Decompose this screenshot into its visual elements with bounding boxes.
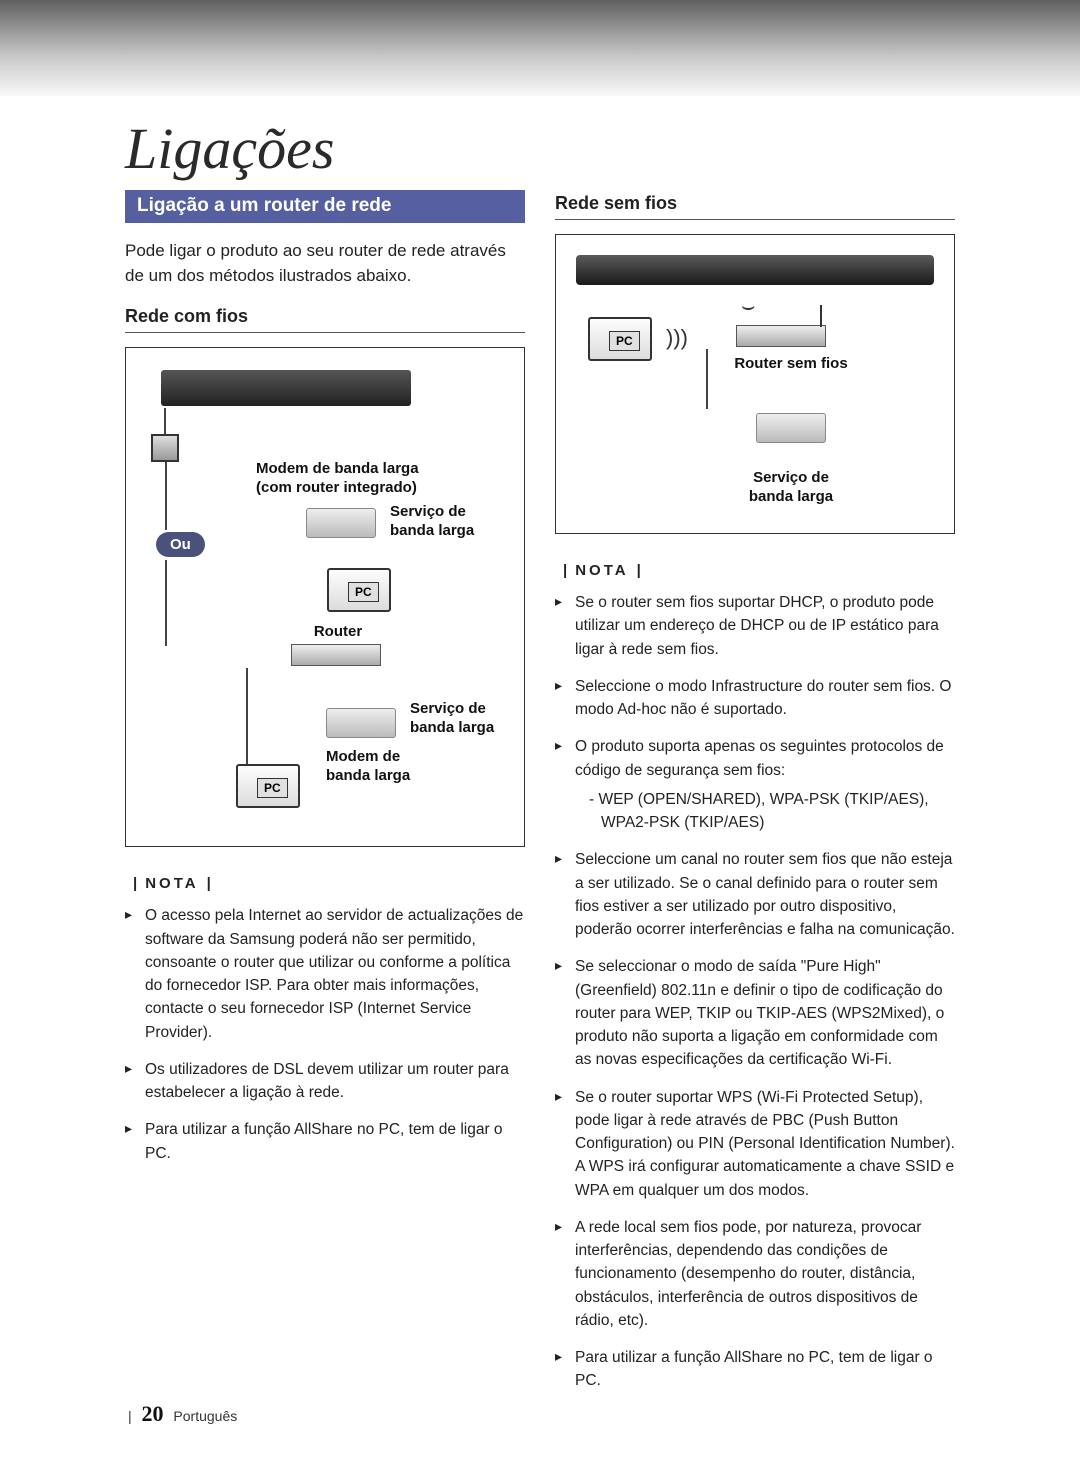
or-badge: Ou [156, 532, 205, 557]
modem-icon [756, 413, 826, 443]
wireless-note-list: Se o router sem fios suportar DHCP, o pr… [555, 591, 955, 1393]
intro-text: Pode ligar o produto ao seu router de re… [125, 239, 525, 288]
service-l2: banda larga [390, 522, 474, 539]
router-icon [291, 644, 381, 666]
product-icon [576, 255, 934, 285]
pc-badge: PC [257, 778, 288, 798]
page: Ligações Ligação a um router de rede Pod… [0, 0, 1080, 1477]
service-l2: banda larga [749, 488, 833, 505]
content-area: Ligação a um router de rede Pode ligar o… [125, 190, 955, 1407]
modem-icon [326, 708, 396, 738]
note-item: Se o router suportar WPS (Wi-Fi Protecte… [555, 1086, 955, 1202]
service-l1: Serviço de [390, 503, 466, 520]
modem-l1: Modem de [326, 748, 400, 765]
note-item: Para utilizar a função AllShare no PC, t… [125, 1118, 525, 1165]
note-item: O produto suporta apenas os seguintes pr… [555, 735, 955, 834]
protocol-sublist: - WEP (OPEN/SHARED), WPA-PSK (TKIP/AES),… [575, 788, 955, 835]
note-header: NOTA [125, 875, 525, 892]
note-item-text: O produto suporta apenas os seguintes pr… [575, 738, 944, 778]
note-item: O acesso pela Internet ao servidor de ac… [125, 904, 525, 1044]
header-gradient [0, 0, 1080, 96]
wireless-router-label: Router sem fios [726, 355, 856, 374]
note-item: Se seleccionar o modo de saída "Pure Hig… [555, 955, 955, 1071]
wireless-subhead: Rede sem fios [555, 193, 955, 220]
wired-subhead: Rede com fios [125, 306, 525, 333]
cable-line [165, 462, 167, 530]
wireless-router-icon [736, 325, 826, 347]
right-column: Rede sem fios ⌣ PC ))) Router sem fios S… [555, 190, 955, 1407]
wired-note-list: O acesso pela Internet ao servidor de ac… [125, 904, 525, 1165]
modem-integrated-label: Modem de banda larga (com router integra… [256, 460, 419, 498]
page-number: 20 [142, 1401, 164, 1426]
wired-diagram: Modem de banda larga (com router integra… [125, 347, 525, 847]
service-label-1: Serviço de banda larga [390, 503, 474, 541]
service-label: Serviço de banda larga [726, 469, 856, 507]
note-item: Para utilizar a função AllShare no PC, t… [555, 1346, 955, 1393]
note-item: Se o router sem fios suportar DHCP, o pr… [555, 591, 955, 661]
note-item: Seleccione um canal no router sem fios q… [555, 848, 955, 941]
footer-lang: Português [173, 1408, 237, 1424]
service-l2: banda larga [410, 719, 494, 736]
service-l1: Serviço de [753, 469, 829, 486]
pc-badge: PC [348, 582, 379, 602]
wifi-signal-icon: ))) [666, 325, 688, 351]
cable-line [246, 668, 248, 764]
cable-line [165, 560, 167, 646]
modem-integrated-l2: (com router integrado) [256, 479, 417, 496]
modem-integrated-l1: Modem de banda larga [256, 460, 419, 477]
lan-port-icon [151, 434, 179, 462]
service-l1: Serviço de [410, 700, 486, 717]
note-item: A rede local sem fios pode, por natureza… [555, 1216, 955, 1332]
cable-line [164, 408, 166, 434]
cable-line [706, 349, 708, 409]
modem-label: Modem de banda larga [326, 748, 410, 786]
note-item: Os utilizadores de DSL devem utilizar um… [125, 1058, 525, 1105]
page-title: Ligações [125, 115, 334, 182]
back-panel-graphic [161, 370, 411, 406]
router-label: Router [308, 623, 368, 642]
pc-badge: PC [609, 331, 640, 351]
service-label-2: Serviço de banda larga [410, 700, 494, 738]
protocol-item: - WEP (OPEN/SHARED), WPA-PSK (TKIP/AES),… [589, 788, 955, 835]
section-bar: Ligação a um router de rede [125, 190, 525, 223]
wireless-diagram: ⌣ PC ))) Router sem fios Serviço de band… [555, 234, 955, 534]
antenna-icon [820, 305, 822, 327]
left-column: Ligação a um router de rede Pode ligar o… [125, 190, 525, 1407]
modem-icon [306, 508, 376, 538]
page-footer: | 20 Português [128, 1401, 237, 1427]
modem-l2: banda larga [326, 767, 410, 784]
wifi-wave-icon: ⌣ [741, 293, 755, 319]
note-header: NOTA [555, 562, 955, 579]
footer-sep: | [128, 1408, 132, 1424]
note-item: Seleccione o modo Infrastructure do rout… [555, 675, 955, 722]
